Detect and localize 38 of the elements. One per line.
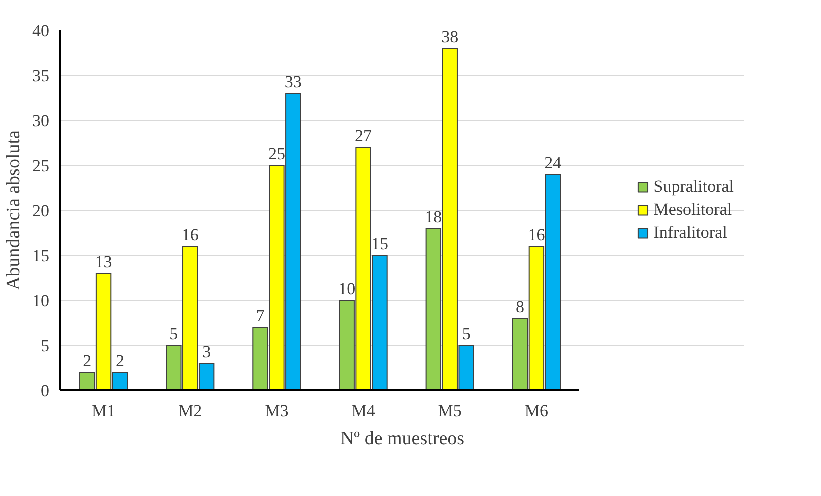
y-tick-label: 30 [32, 112, 50, 130]
y-tick-label: 20 [32, 202, 50, 220]
data-label: 3 [202, 342, 212, 362]
data-label: 16 [528, 226, 546, 244]
x-tick-label: M4 [352, 402, 376, 420]
data-label: 24 [544, 154, 562, 172]
x-tick-label: M2 [178, 402, 202, 420]
legend-label: Infralitoral [654, 223, 728, 243]
y-tick-label: 0 [41, 382, 50, 400]
data-label: 7 [256, 306, 266, 326]
x-tick-label: M1 [92, 402, 116, 420]
data-label: 5 [170, 324, 178, 344]
x-tick-label: M5 [438, 402, 462, 420]
x-axis-title: Nº de muestreos [340, 428, 465, 450]
y-tick-label: 40 [32, 22, 50, 40]
y-tick-label: 15 [32, 246, 50, 266]
legend-label: Mesolitoral [654, 200, 732, 220]
data-label: 33 [284, 72, 302, 92]
data-label: 38 [442, 28, 459, 46]
data-label: 25 [268, 144, 286, 164]
y-tick-label: 25 [32, 156, 50, 176]
data-label: 5 [462, 324, 471, 344]
y-axis-title: Abundancia absoluta [4, 130, 24, 290]
y-tick-label: 5 [41, 336, 50, 356]
x-tick-label: M6 [524, 402, 549, 420]
data-label: 8 [516, 298, 524, 316]
data-label: 13 [95, 252, 112, 272]
data-label: 27 [355, 126, 373, 146]
y-tick-label: 10 [32, 292, 50, 310]
y-tick-label: 35 [32, 66, 50, 86]
data-label: 18 [425, 208, 442, 226]
data-label: 10 [338, 280, 356, 298]
data-label: 2 [116, 352, 124, 370]
data-label: 16 [182, 226, 199, 244]
data-label: 15 [371, 234, 388, 254]
data-label: 2 [83, 352, 92, 370]
legend-label: Supralitoral [654, 177, 734, 197]
x-tick-label: M3 [265, 402, 289, 420]
